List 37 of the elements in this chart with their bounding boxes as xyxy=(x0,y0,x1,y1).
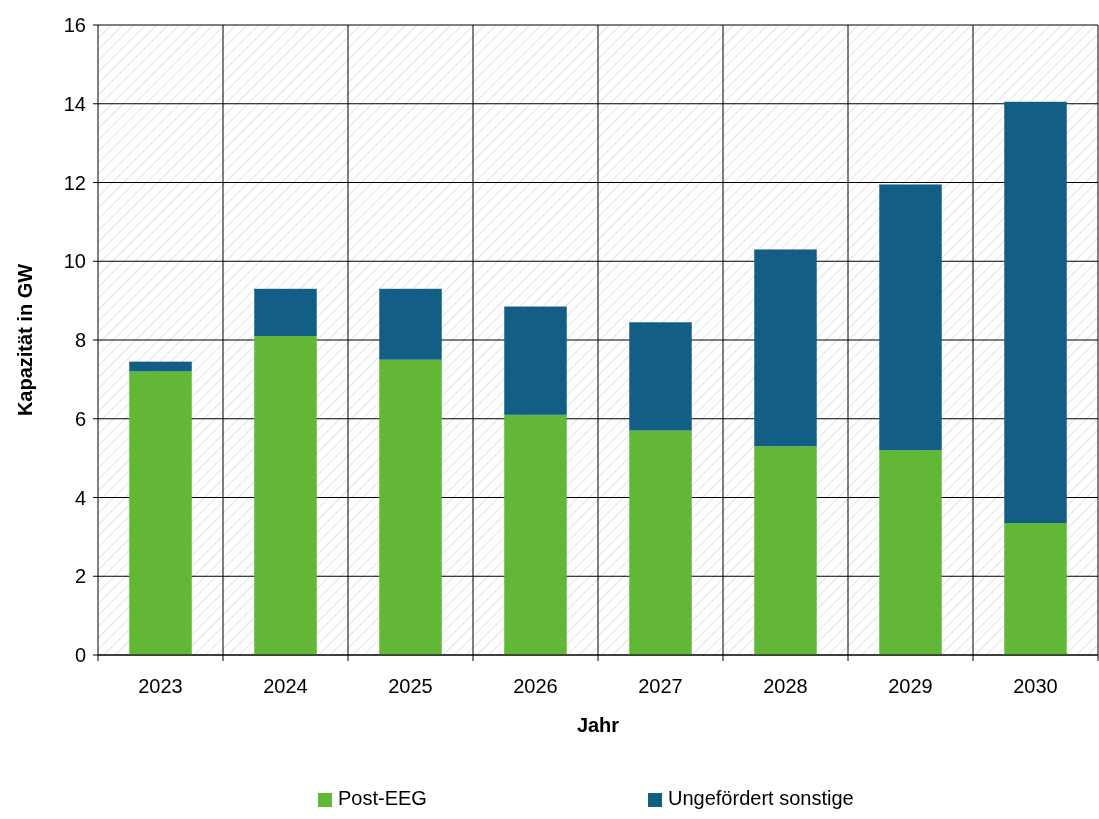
y-tick-label: 2 xyxy=(74,565,86,588)
y-tick-label: 16 xyxy=(63,14,86,36)
y-tick-label: 4 xyxy=(74,486,86,509)
x-tick-label: 2027 xyxy=(638,675,683,697)
bar xyxy=(379,359,442,655)
bar xyxy=(1004,523,1067,655)
bar xyxy=(129,361,192,372)
bar xyxy=(1004,101,1067,524)
bar xyxy=(379,288,442,360)
bar xyxy=(754,446,817,655)
x-tick-label: 2025 xyxy=(388,675,433,697)
bar xyxy=(629,430,692,655)
bar xyxy=(254,336,317,655)
y-tick-label: 14 xyxy=(63,92,86,115)
y-tick-label: 0 xyxy=(74,644,86,666)
bar xyxy=(629,322,692,431)
y-tick-label: 10 xyxy=(63,250,86,273)
bar xyxy=(254,288,317,337)
bar xyxy=(754,249,817,447)
y-tick-label: 8 xyxy=(74,329,86,351)
x-tick-label: 2028 xyxy=(763,675,808,697)
x-tick-label: 2026 xyxy=(513,675,558,697)
y-axis-title: Kapazität in GW xyxy=(14,263,36,417)
bar xyxy=(879,184,942,451)
legend-label: Ungefördert sonstige xyxy=(668,787,854,809)
bar xyxy=(504,306,567,415)
y-tick-label: 6 xyxy=(74,407,86,430)
x-tick-label: 2030 xyxy=(1013,675,1058,697)
legend-label: Post-EEG xyxy=(338,787,427,809)
y-tick-label: 12 xyxy=(63,171,86,194)
bar xyxy=(129,371,192,655)
bar xyxy=(504,414,567,655)
x-tick-label: 2029 xyxy=(888,675,933,697)
x-tick-label: 2023 xyxy=(138,675,183,697)
bar xyxy=(879,450,942,655)
x-tick-label: 2024 xyxy=(263,675,308,697)
x-axis-title: Jahr xyxy=(576,714,620,736)
